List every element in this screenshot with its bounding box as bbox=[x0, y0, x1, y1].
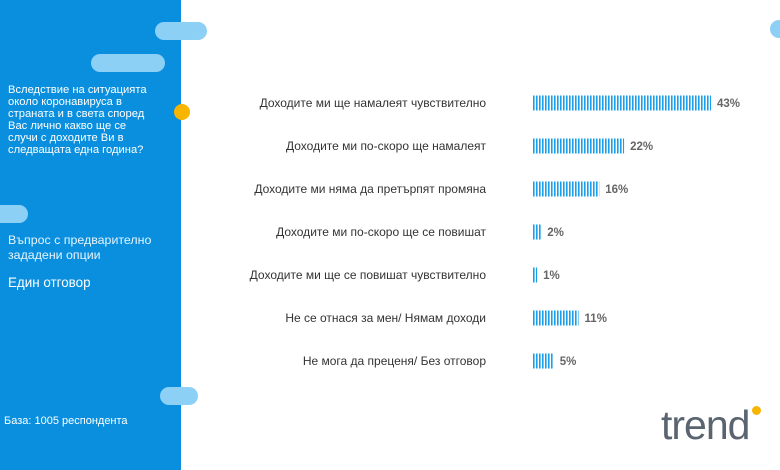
category-label: Доходите ми по-скоро ще намалеят bbox=[286, 139, 486, 153]
category-label: Доходите ми по-скоро ще се повишат bbox=[276, 225, 486, 239]
decor-pill bbox=[0, 205, 28, 223]
decor-pill bbox=[770, 20, 780, 38]
chart: Доходите ми ще намалеят чувствително 43% Д… bbox=[250, 95, 740, 369]
category-label: Доходите ми ще намалеят чувствително bbox=[260, 96, 487, 110]
question-text: Вследствие на ситуацията около коронавир… bbox=[8, 84, 147, 156]
bar bbox=[533, 224, 541, 240]
decor-pill bbox=[155, 22, 207, 40]
bar bbox=[533, 353, 553, 369]
value-label: 5% bbox=[560, 356, 577, 368]
question-type: Въпрос с предварително зададени опции bbox=[8, 233, 152, 262]
bar bbox=[533, 310, 579, 326]
value-label: 16% bbox=[605, 184, 628, 196]
category-label: Доходите ми ще се повишат чувствително bbox=[250, 268, 487, 282]
decor-pill bbox=[91, 54, 165, 72]
value-label: 11% bbox=[585, 313, 607, 325]
bar bbox=[533, 138, 625, 154]
value-label: 1% bbox=[543, 270, 560, 282]
value-label: 2% bbox=[547, 227, 564, 239]
decor-pill bbox=[160, 387, 198, 405]
base-note: База: 1005 респондента bbox=[4, 415, 128, 427]
decor-dot bbox=[174, 104, 190, 120]
category-label: Не мога да преценя/ Без отговор bbox=[303, 354, 487, 368]
bar bbox=[533, 181, 600, 197]
category-label: Не се отнася за мен/ Нямам доходи bbox=[285, 311, 486, 325]
bar bbox=[533, 267, 538, 283]
sidebar: Вследствие на ситуацията около коронавир… bbox=[0, 0, 181, 470]
value-label: 22% bbox=[630, 141, 653, 153]
trend-logo: trend bbox=[661, 402, 750, 448]
bar bbox=[533, 95, 711, 111]
logo-dot bbox=[752, 406, 761, 415]
answer-type: Един отговор bbox=[8, 275, 91, 290]
value-label: 43% bbox=[717, 98, 740, 110]
category-label: Доходите ми няма да претърпят промяна bbox=[254, 182, 486, 196]
